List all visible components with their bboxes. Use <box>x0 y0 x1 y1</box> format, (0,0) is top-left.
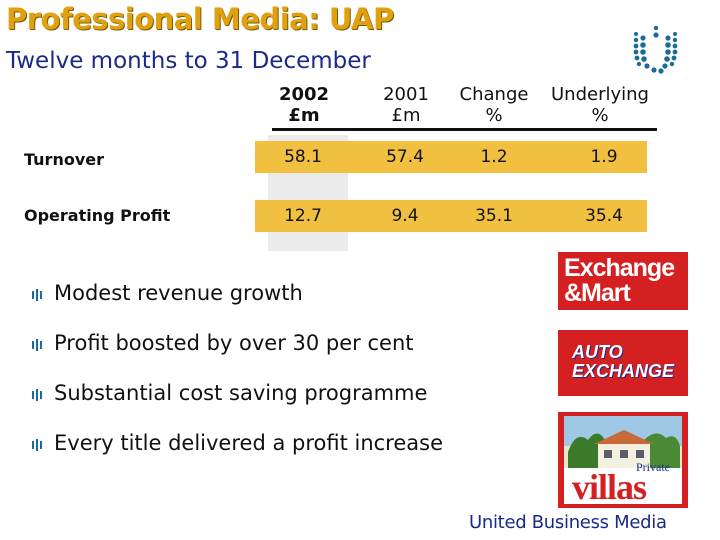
cell-profit-2002: 12.7 <box>284 206 322 226</box>
exchange-and-mart-logo: Exchange &Mart <box>558 252 688 310</box>
col-header-unit: £m <box>391 105 421 126</box>
col-header-2002: 2002 £m <box>268 84 340 126</box>
cell-turnover-change: 1.2 <box>480 147 508 167</box>
col-header-underlying: Underlying % <box>544 84 656 126</box>
auto-exchange-logo: AUTO EXCHANGE <box>558 330 688 396</box>
row-label-turnover: Turnover <box>24 150 104 169</box>
private-villas-small: Private <box>636 460 670 474</box>
row-label-operating-profit: Operating Profit <box>24 206 171 225</box>
col-header-label: Change <box>459 84 529 105</box>
exchange-mart-line2: &Mart <box>564 279 631 307</box>
exchange-mart-line1: Exchange <box>564 254 675 282</box>
col-header-change: Change % <box>452 84 536 126</box>
cell-turnover-underlying: 1.9 <box>590 147 618 167</box>
bullet-icon <box>32 389 42 401</box>
slide-title: Professional Media: UAP <box>6 2 394 36</box>
bullet-text: Modest revenue growth <box>54 281 303 305</box>
bullet-text: Substantial cost saving programme <box>54 381 428 405</box>
col-header-unit: % <box>591 105 609 126</box>
ubm-dot-logo-icon <box>633 25 678 74</box>
col-header-year: 2002 <box>278 84 330 105</box>
col-header-unit: % <box>485 105 503 126</box>
cell-profit-underlying: 35.4 <box>585 206 623 226</box>
cell-profit-2001: 9.4 <box>391 206 419 226</box>
cell-turnover-2002: 58.1 <box>284 147 322 167</box>
bullet-text: Profit boosted by over 30 per cent <box>54 331 414 355</box>
auto-exchange-line1: AUTO <box>572 342 623 362</box>
private-villas-logo: Private villas <box>558 412 688 508</box>
cell-profit-change: 35.1 <box>475 206 513 226</box>
col-header-2001: 2001 £m <box>370 84 442 126</box>
bullet-text: Every title delivered a profit increase <box>54 431 443 455</box>
row-band-operating-profit <box>255 200 647 232</box>
bullet-icon <box>32 439 42 451</box>
villa-picture-icon <box>564 416 682 504</box>
row-band-turnover <box>255 141 647 173</box>
col-header-label: Underlying <box>551 84 649 105</box>
bullet-icon <box>32 289 42 301</box>
footer-company-name: United Business Media <box>469 512 667 533</box>
col-header-unit: £m <box>288 105 320 126</box>
bullet-icon <box>32 339 42 351</box>
col-header-year: 2001 <box>383 84 429 105</box>
auto-exchange-line2: EXCHANGE <box>572 361 675 381</box>
header-divider <box>272 128 657 131</box>
cell-turnover-2001: 57.4 <box>386 147 424 167</box>
slide-subtitle: Twelve months to 31 December <box>6 48 371 74</box>
private-villas-big: villas <box>572 467 647 507</box>
